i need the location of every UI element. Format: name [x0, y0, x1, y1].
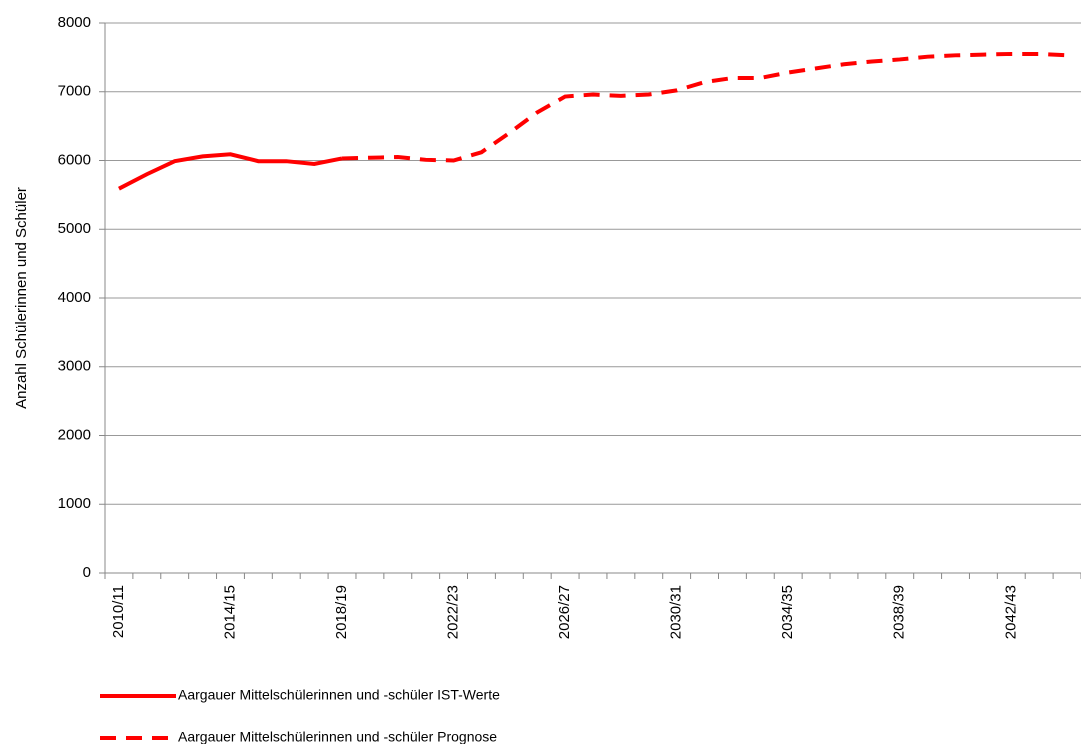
y-tick-label: 0 [83, 564, 91, 581]
y-tick-label: 2000 [58, 426, 91, 443]
x-tick-label: 2026/27 [556, 585, 573, 639]
y-tick-label: 1000 [58, 495, 91, 512]
y-tick-label: 6000 [58, 151, 91, 168]
x-tick-label: 2014/15 [221, 585, 238, 639]
y-axis-label: Anzahl Schülerinnen und Schüler [13, 187, 30, 409]
x-tick-label: 2034/35 [779, 585, 796, 639]
legend-label: Aargauer Mittelschülerinnen und -schüler… [178, 687, 500, 703]
x-tick-label: 2010/11 [110, 585, 127, 638]
x-tick-label: 2030/31 [668, 585, 685, 639]
y-tick-label: 3000 [58, 358, 91, 375]
series-line [118, 152, 343, 191]
y-tick-label: 7000 [58, 83, 91, 100]
x-tick-label: 2022/23 [445, 585, 462, 639]
x-tick-label: 2042/43 [1002, 585, 1019, 639]
legend-label: Aargauer Mittelschülerinnen und -schüler… [178, 729, 497, 744]
y-tick-label: 8000 [58, 14, 91, 31]
y-tick-label: 4000 [58, 289, 91, 306]
series-line [341, 51, 1068, 163]
y-tick-label: 5000 [58, 220, 91, 237]
x-tick-label: 2038/39 [891, 585, 908, 639]
x-tick-label: 2018/19 [333, 585, 350, 639]
